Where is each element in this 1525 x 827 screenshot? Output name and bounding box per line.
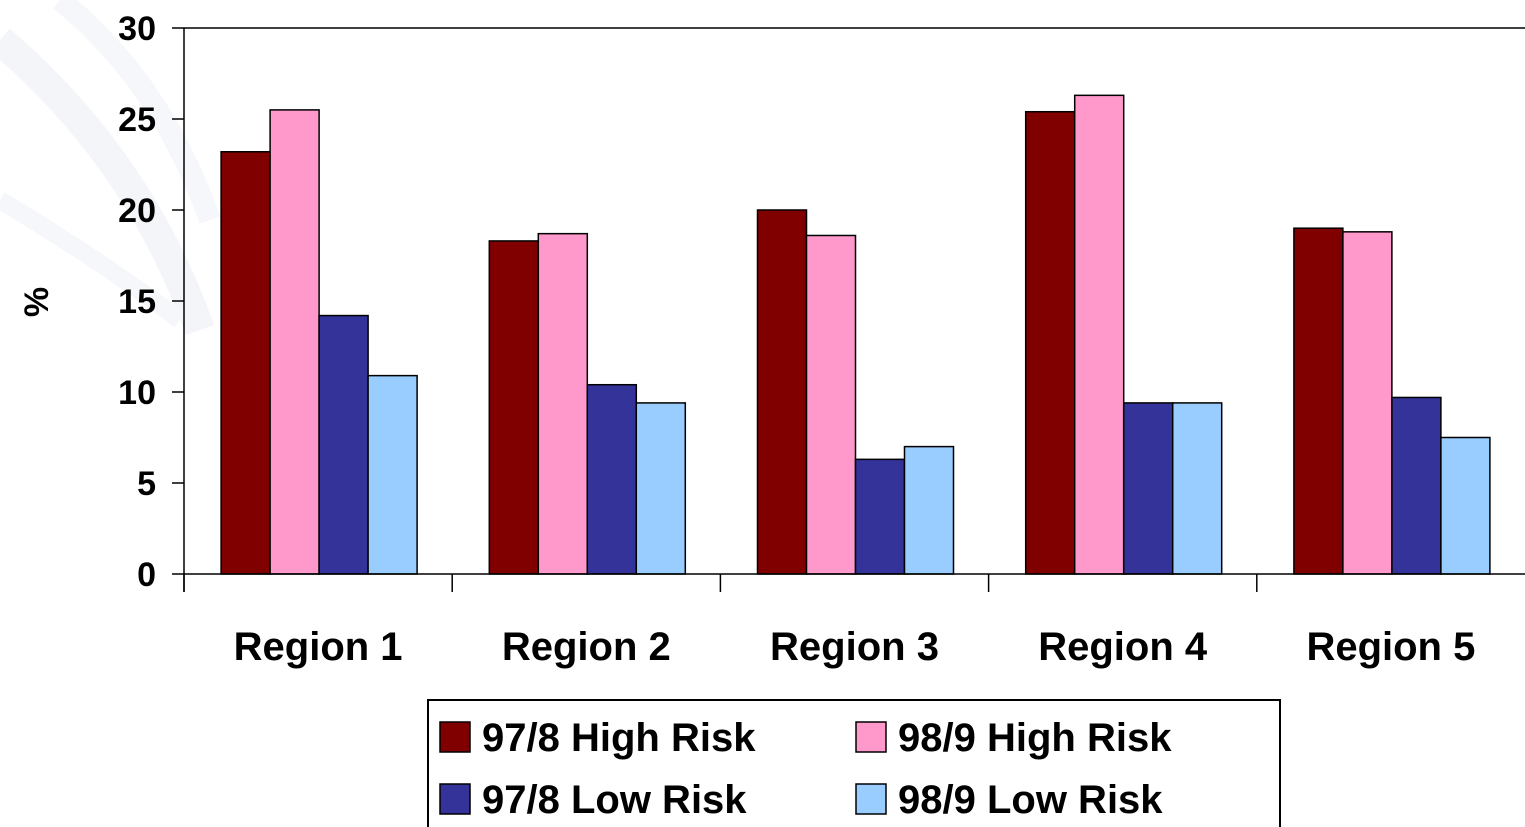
bar-series-4-category-2 bbox=[635, 402, 687, 575]
background-globe-watermark bbox=[0, 0, 221, 335]
legend-swatch-2 bbox=[855, 721, 887, 753]
x-tick-label: Region 1 bbox=[234, 625, 403, 669]
bar-series-3-category-3 bbox=[854, 458, 906, 575]
legend-label-1: 97/8 High Risk bbox=[482, 716, 756, 760]
bar-series-1-category-2 bbox=[488, 240, 540, 575]
bar-series-2-category-3 bbox=[805, 234, 857, 575]
bar-series-2-category-2 bbox=[537, 232, 589, 575]
legend-label-2: 98/9 High Risk bbox=[898, 716, 1172, 760]
y-tick-label: 25 bbox=[118, 101, 156, 139]
x-tick-label: Region 2 bbox=[502, 625, 671, 669]
x-tick-label: Region 3 bbox=[770, 625, 939, 669]
y-tick-label: 30 bbox=[118, 10, 156, 48]
bar-series-3-category-1 bbox=[318, 314, 369, 575]
bar-series-1-category-4 bbox=[1024, 110, 1076, 575]
legend-swatch-4 bbox=[855, 783, 887, 815]
bar-series-2-category-1 bbox=[269, 109, 320, 575]
bar-series-4-category-1 bbox=[367, 374, 418, 575]
axes-layer: 0 5 10 15 20 25 30 Region 1 Region 2 Region 3 Regi… bbox=[118, 10, 1525, 669]
x-tick-label: Region 5 bbox=[1306, 625, 1475, 669]
legend-label-4: 98/9 Low Risk bbox=[898, 778, 1163, 822]
bar-series-3-category-2 bbox=[586, 383, 638, 575]
bar-series-1-category-5 bbox=[1293, 227, 1344, 575]
y-tick-label: 0 bbox=[137, 556, 156, 594]
legend-frame bbox=[427, 699, 1281, 827]
y-axis-title: % bbox=[18, 287, 56, 317]
bar-series-4-category-5 bbox=[1440, 436, 1491, 575]
bar-series-1-category-3 bbox=[756, 209, 808, 575]
plot-area: 0 5 10 15 20 25 30 Region 1 Region 2 Region 3 Regi… bbox=[118, 10, 1525, 669]
x-tick-label: Region 4 bbox=[1038, 625, 1208, 669]
bar-series-4-category-4 bbox=[1171, 402, 1223, 575]
legend: 97/8 High Risk 98/9 High Risk 97/8 Low Ris… bbox=[427, 699, 1281, 827]
bar-series-3-category-5 bbox=[1391, 396, 1442, 575]
bar-series-2-category-4 bbox=[1073, 94, 1125, 575]
bars-layer bbox=[220, 94, 1491, 575]
y-tick-label: 15 bbox=[118, 283, 156, 321]
bar-series-2-category-5 bbox=[1342, 231, 1393, 575]
legend-swatch-1 bbox=[439, 721, 471, 753]
legend-label-3: 97/8 Low Risk bbox=[482, 778, 747, 822]
y-tick-label: 5 bbox=[137, 465, 156, 503]
bar-series-4-category-3 bbox=[903, 445, 955, 575]
y-tick-label: 20 bbox=[118, 192, 156, 230]
bar-series-3-category-4 bbox=[1122, 402, 1174, 575]
legend-swatch-3 bbox=[439, 783, 471, 815]
bar-series-1-category-1 bbox=[220, 151, 271, 575]
y-tick-label: 10 bbox=[118, 374, 156, 412]
